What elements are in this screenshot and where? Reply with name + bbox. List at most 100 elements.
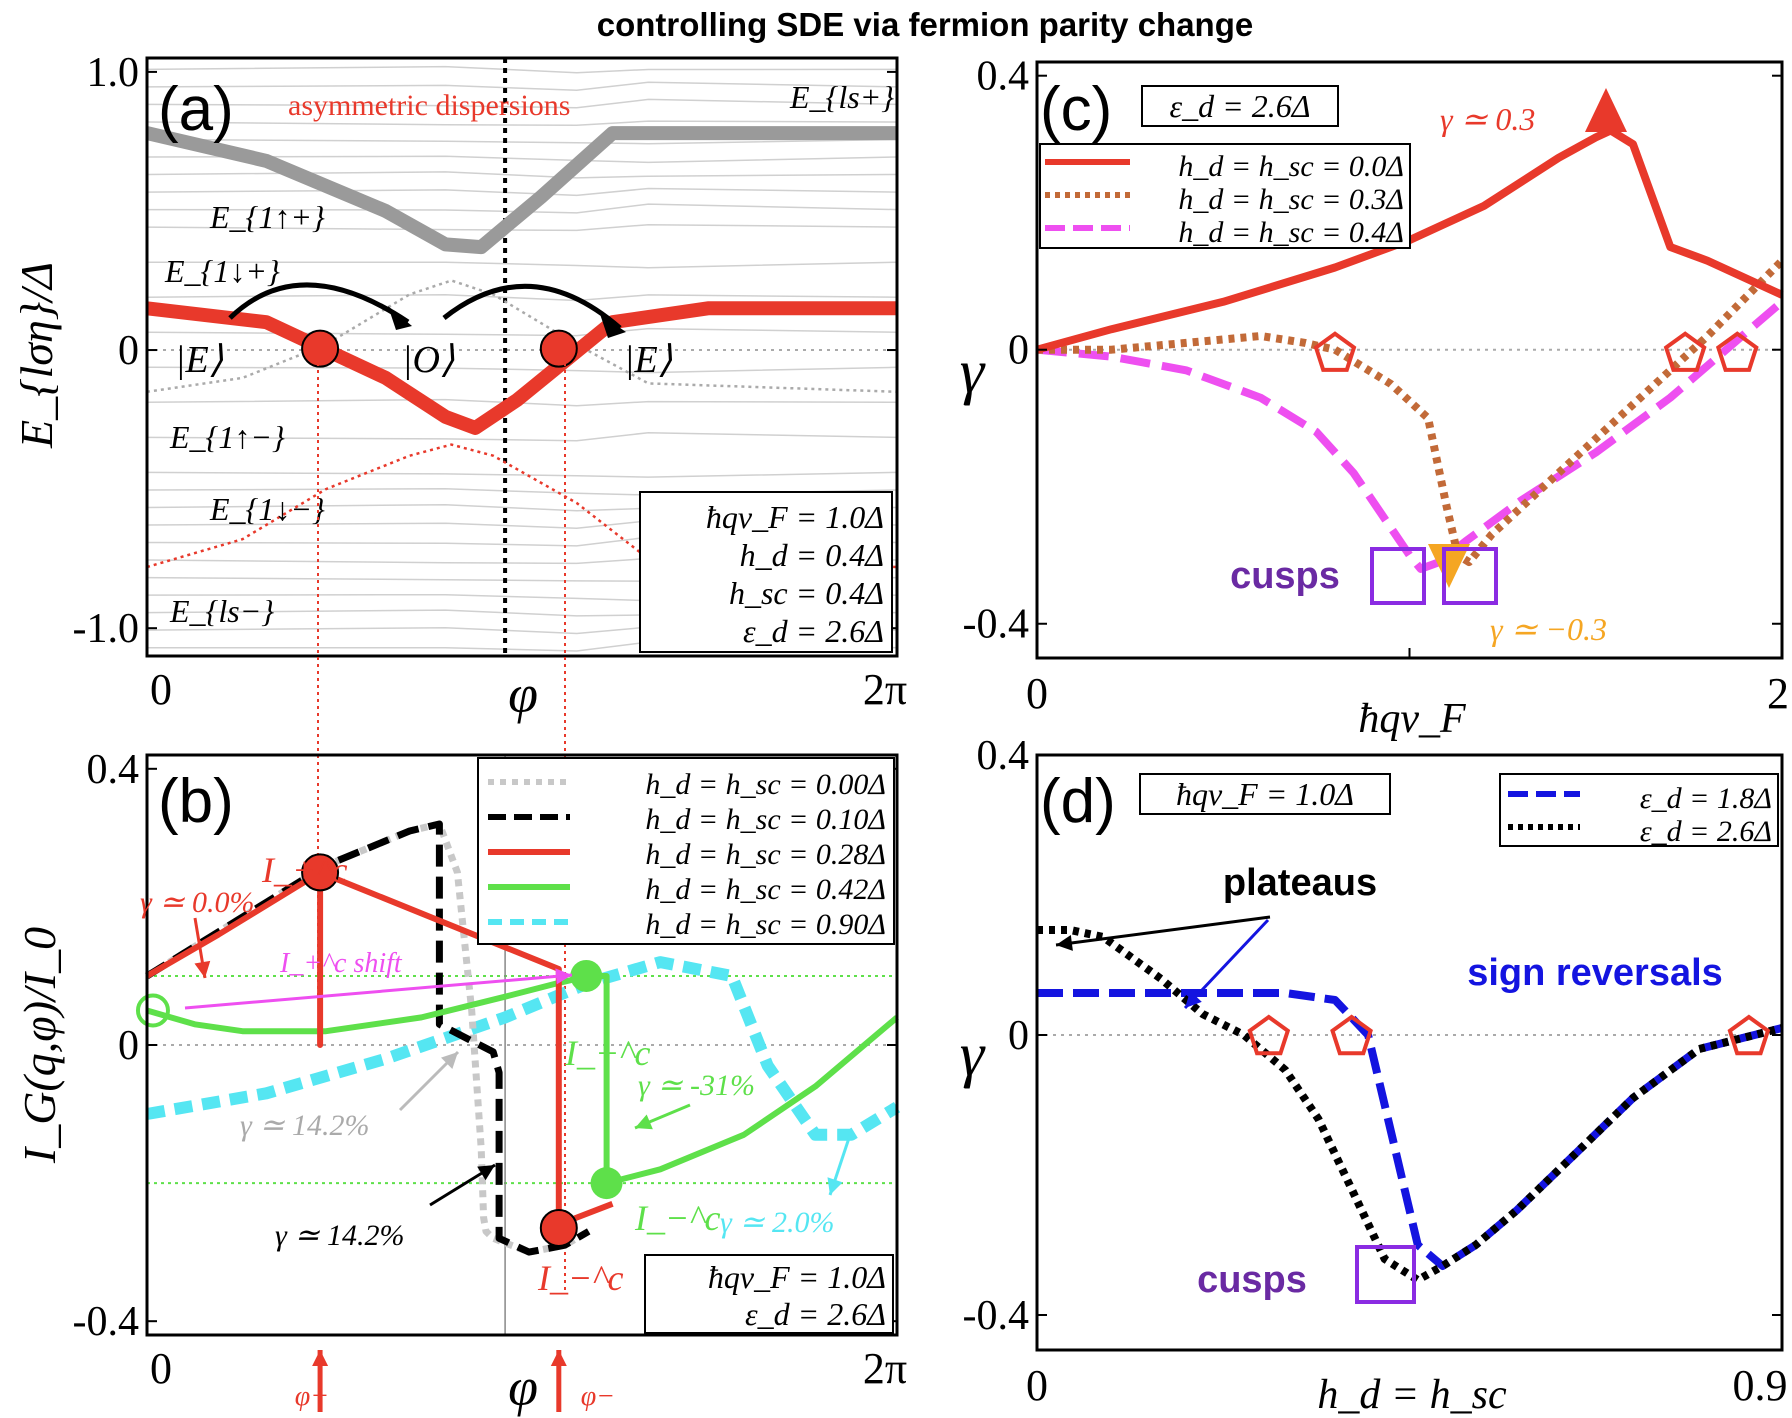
cusp-marker	[1370, 547, 1426, 605]
arrow-line	[184, 973, 573, 1010]
tick-label: 0	[1026, 1361, 1048, 1410]
continuum-band	[146, 327, 898, 337]
panel-b-xlabel: φ	[508, 1357, 538, 1417]
info-line: ε_d = 2.6Δ	[743, 613, 884, 649]
curve-h03	[1037, 257, 1785, 567]
continuum-band	[146, 398, 898, 407]
info-line: ε_d = 2.6Δ	[1170, 88, 1311, 124]
sign-reversals-label: sign reversals	[1467, 952, 1723, 994]
arrow-line	[1183, 918, 1270, 1010]
panel-a-state-labels: |E⟩ |O⟩ |E⟩	[175, 339, 673, 381]
crossing-point	[539, 329, 578, 368]
critical-point	[301, 853, 340, 892]
legend-entry: h_d = h_sc = 0.28Δ	[645, 838, 886, 871]
gamma-annotation: γ ≃ 0.0%	[140, 886, 254, 919]
panel-d-frame	[1035, 753, 1784, 1352]
gamma-annotation: γ ≃ -31%	[638, 1069, 755, 1102]
tick-label: 0.4	[977, 733, 1030, 779]
continuum-band	[146, 81, 898, 92]
arrow-head	[312, 1350, 329, 1366]
tick-label: 0	[150, 1344, 172, 1393]
band-label: E_{1↑+}	[209, 199, 325, 235]
legend-entry: h_d = h_sc = 0.00Δ	[645, 768, 886, 801]
state-label: |O⟩	[402, 339, 455, 381]
sign-reversal-marker	[1663, 331, 1707, 372]
arrow-head	[477, 1165, 495, 1181]
gamma-annotation: I_+^c shift	[279, 948, 403, 979]
panel-d-ylabel: γ	[960, 1021, 986, 1089]
sign-reversal-marker	[1330, 1014, 1373, 1056]
panel-a-info-box: ħqv_F = 1.0Δ h_d = 0.4Δ h_sc = 0.4Δ ε_d …	[639, 491, 893, 653]
arrow-head	[827, 1177, 843, 1195]
panel-b-ylabel: I_G(q,φ)/I_0	[14, 927, 65, 1164]
panel-a-curves	[145, 58, 898, 656]
panel-d-legend: ε_d = 1.8Δε_d = 2.6Δ	[1499, 773, 1779, 848]
info-line: ħqv_F = 1.0Δ	[706, 499, 884, 535]
info-line: ħqv_F = 1.0Δ	[708, 1259, 886, 1295]
tick-label: 2π	[863, 1344, 907, 1393]
arrow-head	[1185, 990, 1202, 1008]
tick-label: 0	[1008, 328, 1029, 374]
tick-label: 0	[118, 328, 139, 374]
critical-label: I_+^c	[261, 850, 347, 890]
panel-a-title-annotation: asymmetric dispersions	[288, 89, 570, 122]
panel-a-band-labels: E_{ls+} E_{1↑+} E_{1↓+} E_{1↑−} E_{1↓−} E_{ls…	[164, 79, 894, 629]
tick-label: 0.4	[977, 54, 1030, 100]
panel-d-ticks: 0.4 0 -0.4 0 0.9	[963, 733, 1788, 1410]
gamma-annotation: γ ≃ −0.3	[1490, 611, 1607, 647]
arrow-head	[194, 960, 211, 978]
panel-b-curves	[135, 755, 901, 1335]
legend-entry: h_d = h_sc = 0.42Δ	[645, 873, 886, 906]
tick-label: 0	[1008, 1013, 1029, 1059]
gamma-annotation: γ ≃ 14.2%	[240, 1109, 369, 1142]
panel-c-ylabel: γ	[960, 338, 986, 406]
arrow-head	[555, 968, 572, 985]
gamma-annotation: γ ≃ 14.2%	[275, 1219, 404, 1252]
panel-c: 0.4 0 -0.4 0 2 (c) γ ħqv_F ε_d = 2.6Δ h_d = …	[960, 54, 1789, 742]
panel-c-ticks: 0.4 0 -0.4 0 2	[963, 54, 1790, 718]
panel-a-ticks: 1.00-1.00 2π	[73, 50, 908, 714]
arrow-line	[1055, 915, 1271, 947]
legend-box	[1499, 773, 1779, 847]
critical-point	[570, 959, 603, 992]
info-line: ħqv_F = 1.0Δ	[1176, 776, 1354, 812]
panel-a-frame	[145, 56, 899, 658]
min-marker	[1428, 544, 1470, 588]
continuum-band	[146, 187, 898, 197]
panel-d-xlabel: h_d = h_sc	[1317, 1372, 1507, 1418]
arrow-head	[441, 1052, 458, 1069]
panel-a-ylabel: E_{lση}/Δ	[11, 262, 62, 449]
panel-b-label: (b)	[158, 767, 234, 836]
tick-label: -1.0	[73, 606, 140, 652]
panel-b-ticks: 0.40-0.40 2π	[73, 747, 908, 1393]
curve-eps18	[1037, 989, 1783, 1270]
continuum-band	[146, 120, 898, 127]
info-line: h_sc = 0.4Δ	[729, 575, 884, 611]
tick-label: 1.0	[87, 50, 140, 96]
arrow-head	[550, 1350, 567, 1366]
tick-label: 0.4	[87, 747, 140, 793]
continuum-band	[146, 138, 898, 145]
continuum-band	[146, 366, 898, 374]
continuum-band	[146, 471, 898, 478]
band-label: E_{1↓−}	[209, 491, 325, 527]
curve-h090	[145, 956, 901, 1141]
cusp-marker	[1355, 1245, 1416, 1304]
info-line: ε_d = 2.6Δ	[745, 1296, 886, 1332]
legend-entry: ε_d = 1.8Δ	[1640, 782, 1772, 815]
panel-d: 0.4 0 -0.4 0 0.9 (d) γ h_d = h_sc ħqv_F = 1.…	[960, 733, 1788, 1418]
tick-label: -0.4	[963, 1293, 1030, 1339]
legend-entry: ε_d = 2.6Δ	[1640, 815, 1772, 848]
panel-b: 0.40-0.40 2π (b) I_G(q,φ)/I_0 φ h_d = h_s…	[14, 747, 907, 1417]
continuum-band	[146, 171, 898, 179]
panel-c-xlabel: ħqv_F	[1358, 696, 1466, 742]
tick-label: 0	[118, 1023, 139, 1069]
continuum-band	[147, 261, 898, 269]
continuum-band	[146, 203, 898, 214]
panel-b-annotations: φ+ φ− γ ≃ 0.0% γ ≃ 14.2% γ ≃ 14.2% γ ≃ -31% γ …	[140, 850, 852, 1412]
phase-marker-label: φ−	[581, 1381, 615, 1412]
crossing-point	[301, 329, 340, 368]
continuum-band	[146, 98, 898, 109]
panel-c-annotations: γ ≃ 0.3 γ ≃ −0.3 cusps	[1230, 88, 1759, 647]
panel-d-curves	[1037, 926, 1783, 1284]
